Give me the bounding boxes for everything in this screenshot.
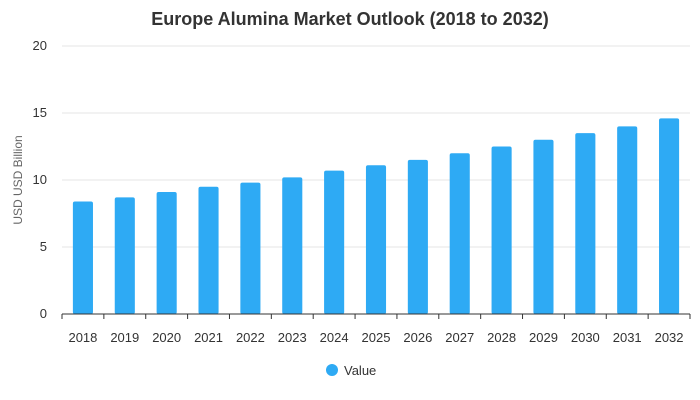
x-tick-label: 2019 [110, 330, 139, 345]
x-tick-label: 2029 [529, 330, 558, 345]
x-tick-label: 2024 [320, 330, 349, 345]
x-tick-label: 2030 [571, 330, 600, 345]
bar-2028[interactable] [491, 146, 512, 315]
bar-2029[interactable] [533, 139, 554, 314]
bar-2022[interactable] [240, 182, 261, 314]
y-axis-label: USD USD Billion [11, 135, 25, 224]
y-tick-label: 5 [40, 239, 47, 254]
bar-2025[interactable] [365, 165, 387, 314]
y-tick-label: 10 [33, 172, 47, 187]
y-tick-label: 15 [33, 105, 47, 120]
bar-2026[interactable] [407, 159, 428, 314]
bar-2031[interactable] [617, 126, 638, 315]
legend[interactable]: Value [326, 363, 376, 378]
bar-2032[interactable] [659, 118, 680, 314]
bars [72, 118, 680, 315]
bar-2030[interactable] [575, 133, 596, 314]
bar-2027[interactable] [449, 153, 470, 314]
y-tick-label: 0 [40, 306, 47, 321]
x-tick-label: 2026 [403, 330, 432, 345]
bar-2019[interactable] [114, 197, 135, 314]
x-tick-label: 2032 [655, 330, 684, 345]
bar-2021[interactable] [198, 186, 219, 314]
x-tick-label: 2022 [236, 330, 265, 345]
bar-2023[interactable] [282, 177, 303, 314]
x-tick-label: 2031 [613, 330, 642, 345]
bar-2024[interactable] [324, 170, 345, 314]
x-tick-label: 2018 [68, 330, 97, 345]
x-tick-label: 2025 [362, 330, 391, 345]
x-axis-ticks: 2018 2019 2020 2021 2022 2023 2024 2025 2026 2027… [61, 314, 691, 345]
x-tick-label: 2020 [152, 330, 181, 345]
legend-label: Value [344, 363, 376, 378]
bar-2020[interactable] [156, 192, 177, 314]
chart-title: Europe Alumina Market Outlook (2018 to 2… [151, 9, 548, 29]
y-tick-label: 20 [33, 38, 47, 53]
x-tick-label: 2023 [278, 330, 307, 345]
bar-2018[interactable] [72, 201, 93, 314]
x-tick-label: 2027 [445, 330, 474, 345]
x-tick-label: 2021 [194, 330, 223, 345]
x-tick-label: 2028 [487, 330, 516, 345]
legend-marker [326, 364, 338, 376]
y-axis-ticks: 0 5 10 15 20 [33, 38, 47, 321]
